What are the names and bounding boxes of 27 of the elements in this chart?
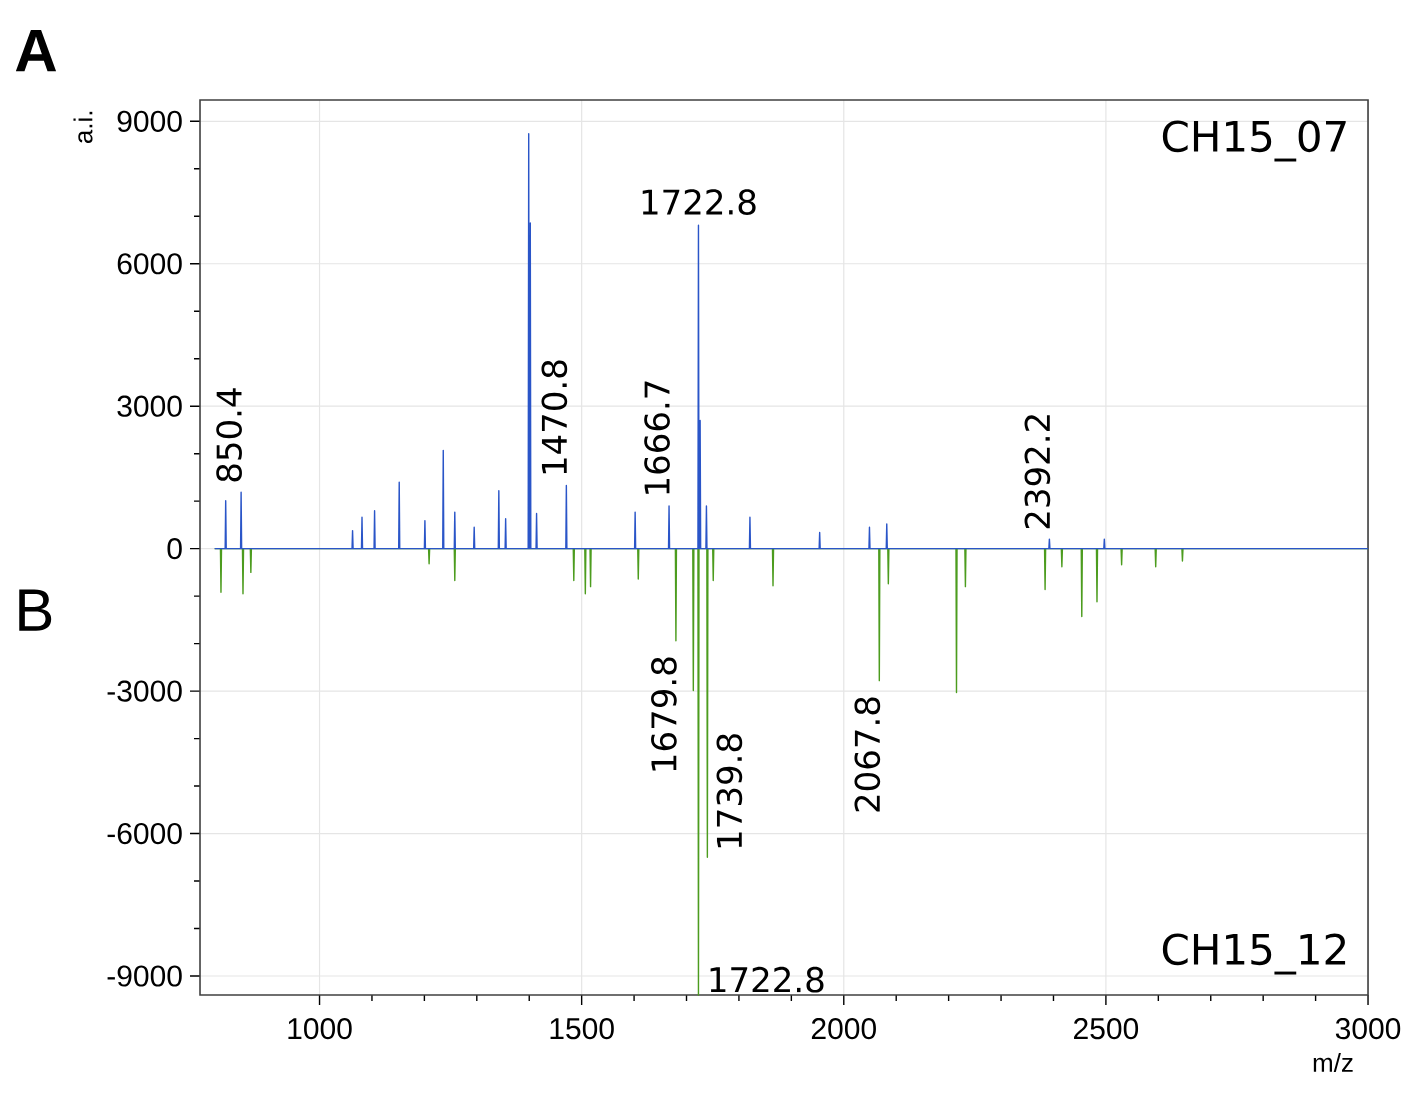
- y-tick-label: -9000: [107, 965, 182, 987]
- text: B: [19, 589, 52, 631]
- annotation: 1722.8: [642, 189, 756, 215]
- x-tick-label: 1000: [288, 1018, 352, 1040]
- y-tick-label: -3000: [107, 680, 182, 702]
- annotation: 850.4: [216, 388, 242, 482]
- y-axis-title: a.i.: [73, 111, 93, 144]
- y-tick-label: -6000: [107, 822, 182, 845]
- text: A: [15, 30, 57, 72]
- annotation: 1679.8: [651, 657, 677, 771]
- y-tick-label: 6000: [117, 253, 182, 275]
- x-tick-label: 2500: [1074, 1018, 1139, 1040]
- y-tick-label: 0: [167, 538, 182, 560]
- y-tick-label: 3000: [117, 395, 182, 417]
- annotation: 2067.8: [854, 697, 881, 812]
- x-axis-title: m/z: [1313, 1052, 1353, 1073]
- x-tick-label: 1500: [550, 1018, 614, 1040]
- y-tick-label: 9000: [117, 110, 182, 132]
- x-tick-label: 3000: [1335, 1018, 1401, 1040]
- annotation: 2392.2: [1024, 415, 1051, 529]
- annotation: 1666.7: [644, 381, 670, 494]
- annotation: 1722.8: [710, 966, 824, 993]
- annotation: 1739.8: [716, 734, 743, 848]
- x-tick-label: 2000: [811, 1018, 876, 1040]
- annotation: 1470.8: [541, 360, 568, 474]
- annotation: CH15_07: [1162, 120, 1346, 162]
- annotation: CH15_12: [1162, 933, 1346, 975]
